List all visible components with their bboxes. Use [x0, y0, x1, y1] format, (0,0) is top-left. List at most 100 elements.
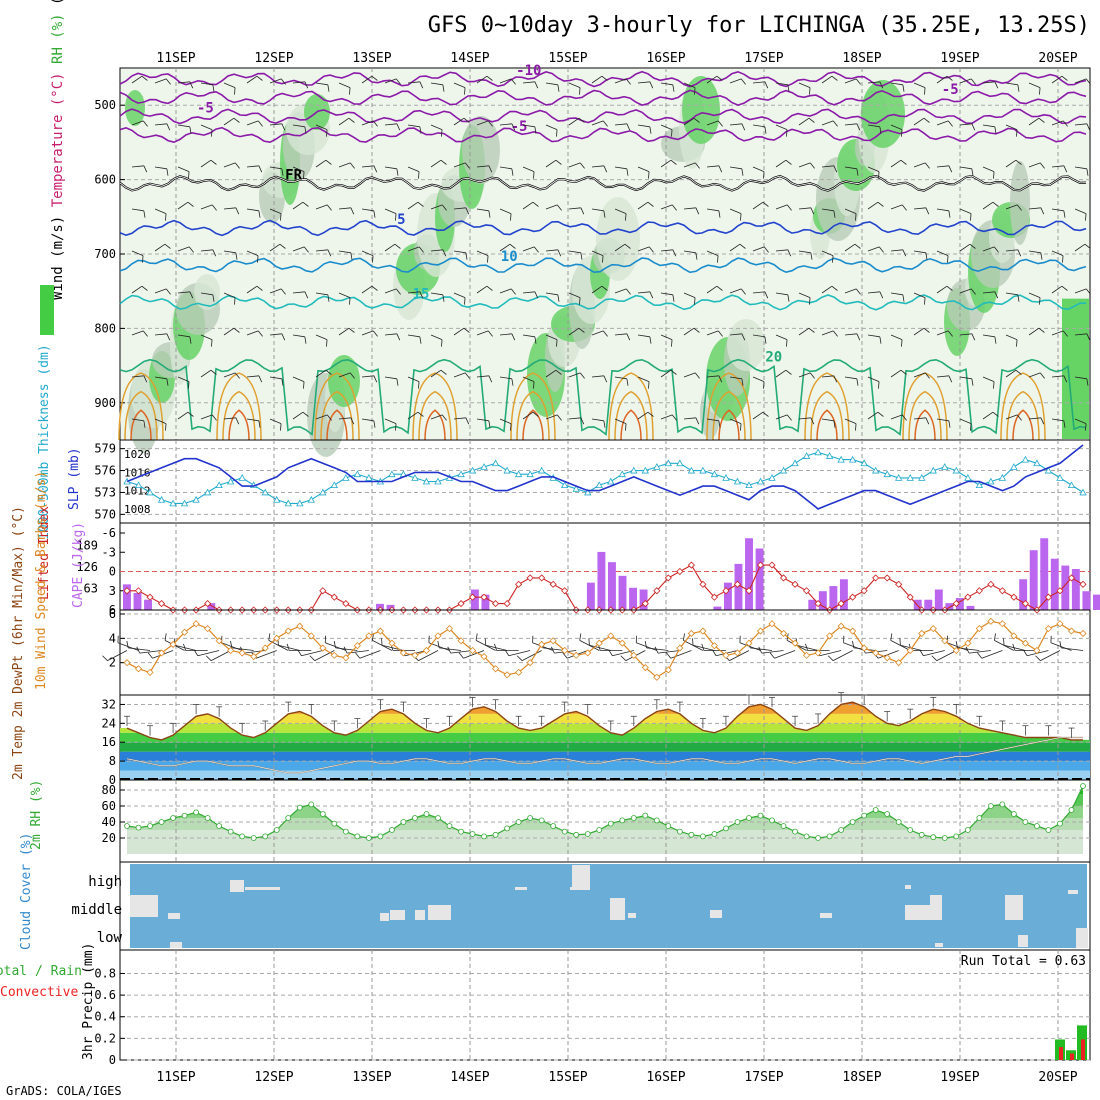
upper-wind-barb: [407, 81, 420, 84]
upper-wind-barb-flag: [740, 423, 742, 431]
upper-wind-barb-flag: [1039, 297, 1041, 305]
upper-wind-barb: [223, 250, 236, 254]
wind-speed-marker: [561, 646, 569, 655]
upper-wind-barb: [338, 292, 351, 299]
thickness-marker: [802, 452, 811, 459]
upper-wind-barb-flag: [165, 288, 171, 295]
upper-wind-barb-flag: [970, 423, 972, 431]
upper-wind-barb: [867, 291, 880, 294]
upper-wind-barb-flag: [235, 417, 240, 425]
temp-ylabel: 2m Temp 2m DewPt (6hr Min/Max) (°C): [11, 506, 26, 780]
wind-speed-marker: [261, 644, 269, 652]
thickness-marker: [906, 474, 914, 481]
upper-wind-barb: [292, 376, 305, 383]
rh-marker: [792, 828, 798, 835]
warm-contour: [510, 372, 556, 441]
isotherm-line-inner: [119, 175, 1087, 192]
upper-wind-barb-flag: [1086, 168, 1089, 176]
rh-shade: [861, 80, 905, 148]
temp-line: [126, 701, 1083, 741]
thickness-line: [126, 451, 1084, 504]
upper-wind-barb-flag: [785, 159, 792, 165]
upper-wind-barb: [660, 369, 672, 378]
upper-wind-barb: [614, 243, 626, 252]
upper-wind-barb-flag: [165, 423, 167, 431]
cape-bar: [386, 604, 395, 610]
surface-wind-barb-flag: [805, 643, 808, 651]
rh-marker: [458, 828, 464, 835]
upper-wind-barb-flag: [189, 291, 194, 299]
surface-wind-barb-flag: [193, 649, 199, 656]
upper-wind-barb-flag: [1040, 252, 1043, 260]
wind-speed-marker: [895, 659, 903, 667]
rh-marker: [538, 817, 545, 824]
upper-wind-barb: [752, 291, 765, 294]
wind-speed-marker: [307, 632, 315, 640]
upper-wind-barb: [614, 376, 627, 380]
upper-wind-barb-flag: [900, 159, 907, 165]
wind-speed-marker: [1033, 646, 1041, 655]
upper-wind-barb-flag: [994, 291, 999, 299]
upper-wind-barb: [775, 159, 787, 168]
thickness-marker: [710, 470, 719, 478]
upper-wind-barb-flag: [833, 165, 838, 173]
upper-wind-barb-flag: [579, 87, 581, 95]
upper-wind-barb-flag: [671, 204, 677, 211]
y-tick-label: -6: [102, 526, 116, 540]
wind-speed-marker: [883, 654, 891, 662]
upper-wind-barb-flag: [787, 84, 790, 92]
thickness-marker: [388, 470, 396, 478]
upper-wind-barb-flag: [1062, 120, 1068, 127]
upper-wind-barb: [292, 246, 305, 252]
upper-wind-barb-flag: [440, 159, 447, 165]
upper-wind-barb-flag: [602, 120, 608, 127]
upper-wind-barb-flag: [947, 255, 949, 263]
wind-speed-marker: [906, 646, 914, 655]
upper-wind-barb-flag: [325, 159, 332, 165]
thickness-marker: [284, 499, 292, 507]
thickness-marker: [584, 488, 592, 496]
wind-speed-marker: [376, 627, 384, 635]
upper-wind-barb: [499, 333, 512, 336]
upper-wind-barb: [614, 208, 627, 215]
upper-wind-barb: [706, 330, 719, 336]
surface-wind-barb-flag: [447, 646, 452, 654]
surface-wind-barb-flag: [1012, 643, 1016, 651]
upper-wind-barb: [453, 207, 466, 210]
upper-wind-barb-flag: [856, 378, 859, 386]
date-label-top: 15SEP: [548, 51, 587, 66]
surface-wind-barb: [774, 650, 796, 659]
upper-wind-barb: [246, 418, 259, 422]
rh-marker: [354, 833, 361, 840]
surface-wind-barb-flag: [333, 640, 336, 648]
surface-wind-barb: [819, 650, 842, 657]
upper-wind-barb: [683, 82, 696, 89]
rh-marker: [239, 833, 246, 840]
upper-wind-barb: [568, 117, 580, 126]
isotherm-label: -5: [942, 82, 959, 98]
upper-wind-barb-flag: [396, 168, 399, 176]
upper-wind-barb-flag: [555, 369, 562, 375]
rh-marker: [976, 815, 983, 821]
upper-wind-barb-flag: [372, 255, 374, 263]
thickness-marker: [365, 474, 373, 481]
upper-wind-barb: [154, 243, 166, 252]
upper-wind-barb-flag: [534, 81, 539, 89]
upper-wind-barb: [936, 418, 949, 422]
upper-wind-barb: [315, 369, 327, 378]
upper-wind-barb: [591, 375, 604, 378]
li-marker: [722, 587, 730, 595]
wind-speed-marker: [803, 651, 811, 659]
upper-wind-barb-flag: [810, 207, 815, 215]
li-marker: [814, 600, 822, 608]
surface-wind-barb-flag: [504, 649, 510, 656]
rh-marker: [227, 828, 234, 835]
upper-wind-barb: [545, 159, 557, 168]
upper-wind-barb: [522, 411, 534, 420]
upper-wind-barb: [568, 207, 581, 210]
upper-wind-barb-flag: [280, 288, 286, 295]
li-marker: [123, 587, 131, 595]
upper-wind-barb-flag: [647, 201, 654, 207]
warm-contour: [1000, 372, 1046, 441]
rh-marker: [723, 825, 729, 832]
